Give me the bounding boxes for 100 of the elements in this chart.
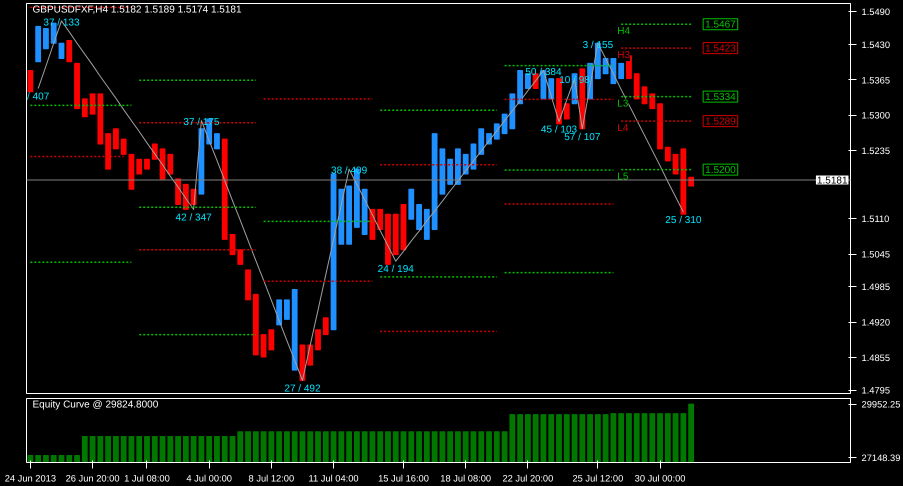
candlestick [58, 42, 64, 60]
candlestick [152, 144, 158, 160]
bar [27, 454, 34, 462]
ref-line-label: 1.5181 [816, 175, 848, 186]
bar [237, 431, 244, 462]
bar [470, 431, 476, 462]
bar [548, 414, 554, 462]
bar [392, 431, 399, 462]
data-label: 1.5423 [705, 44, 736, 55]
x-tick-label: 24 Jun 2013 [4, 474, 56, 484]
bar [572, 414, 578, 462]
bar [136, 436, 142, 462]
candlestick [82, 98, 88, 118]
bar [43, 454, 49, 462]
bar [112, 436, 119, 462]
x-tick-label: 18 Jul 08:00 [440, 474, 492, 484]
candlestick [268, 329, 274, 350]
bar [462, 431, 469, 462]
bar [370, 431, 376, 462]
bar [284, 431, 290, 462]
bar [58, 454, 64, 462]
bar [424, 431, 430, 462]
bar [524, 414, 531, 462]
bar [502, 431, 508, 462]
bar [160, 436, 166, 462]
x-tick-label: 4 Jul 00:00 [186, 474, 232, 484]
bar [322, 431, 329, 462]
y-tick-label: 1.5110 [862, 214, 890, 224]
y-tick-label: 1.4855 [862, 353, 890, 364]
candlestick [315, 329, 321, 350]
y-tick-label: 1.5300 [862, 110, 890, 121]
x-tick-label: 15 Jul 16:00 [378, 474, 429, 484]
candlestick [322, 317, 329, 336]
bar [634, 413, 640, 462]
bar [74, 454, 80, 462]
data-label: 1.5467 [705, 20, 736, 31]
y-tick-label: 1.5235 [862, 146, 890, 156]
bar [330, 431, 336, 462]
x-tick-label: 30 Jul 00:00 [634, 474, 686, 484]
candlestick [642, 86, 648, 104]
x-tick-label: 25 Jul 12:00 [572, 474, 624, 484]
chart-title: GBPUSDFXF,H4 1.5182 1.5189 1.5174 1.5181 [32, 4, 242, 16]
bar [587, 414, 593, 462]
bar [579, 414, 586, 462]
data-label: 1.5200 [705, 165, 736, 176]
bar [214, 436, 220, 462]
candlestick [260, 334, 267, 358]
candlestick [167, 154, 174, 174]
bar [66, 454, 72, 462]
bar [478, 431, 484, 462]
annotation: 42 / 347 [176, 212, 212, 224]
bar [672, 413, 679, 462]
bar [222, 436, 228, 462]
bar [198, 436, 204, 462]
data-label: 1.5289 [705, 116, 736, 128]
candlestick [43, 28, 49, 50]
y-tick-label: 1.5430 [862, 40, 890, 50]
annotation: 37 / 133 [43, 17, 80, 28]
bar [144, 436, 150, 462]
annotation: 24 / 194 [378, 264, 414, 276]
chart-title: Equity Curve @ 29824.8000 [32, 400, 159, 410]
candlestick [66, 40, 72, 62]
bar [432, 431, 438, 462]
candlestick [564, 103, 570, 120]
bar [486, 431, 492, 462]
bar [82, 436, 88, 462]
y-tick-label: 27148.39 [862, 452, 900, 463]
data-label: 1.5334 [705, 92, 736, 104]
x-tick-label: 22 Jul 20:00 [502, 474, 554, 484]
candlestick [136, 158, 142, 174]
series-label: L5 [617, 172, 629, 183]
bar [385, 431, 391, 462]
bar [642, 413, 648, 462]
bar [439, 431, 446, 462]
bar [657, 413, 663, 462]
bar [292, 431, 298, 462]
series-label: L3 [617, 98, 629, 110]
candlestick [214, 133, 220, 150]
annotation: 25 / 310 [665, 215, 702, 226]
y-tick-label: 1.4985 [862, 282, 890, 292]
bar [532, 414, 539, 462]
bar [260, 431, 267, 462]
bar [175, 436, 181, 462]
bar [564, 414, 570, 462]
bar [90, 436, 96, 462]
bar [408, 431, 414, 462]
y-tick-label: 1.5365 [862, 75, 890, 86]
candlestick [672, 154, 679, 174]
bar [664, 413, 671, 462]
bar [300, 431, 306, 462]
series-label: H4 [617, 26, 631, 38]
y-tick-label: 1.5490 [862, 7, 890, 18]
x-tick-label: 11 Jul 04:00 [308, 474, 359, 484]
bar [128, 436, 134, 462]
bar [120, 436, 127, 462]
bar [346, 431, 352, 462]
bar [400, 431, 406, 462]
bar [338, 431, 344, 462]
series-label: H3 [617, 50, 631, 62]
candlestick [664, 146, 671, 162]
